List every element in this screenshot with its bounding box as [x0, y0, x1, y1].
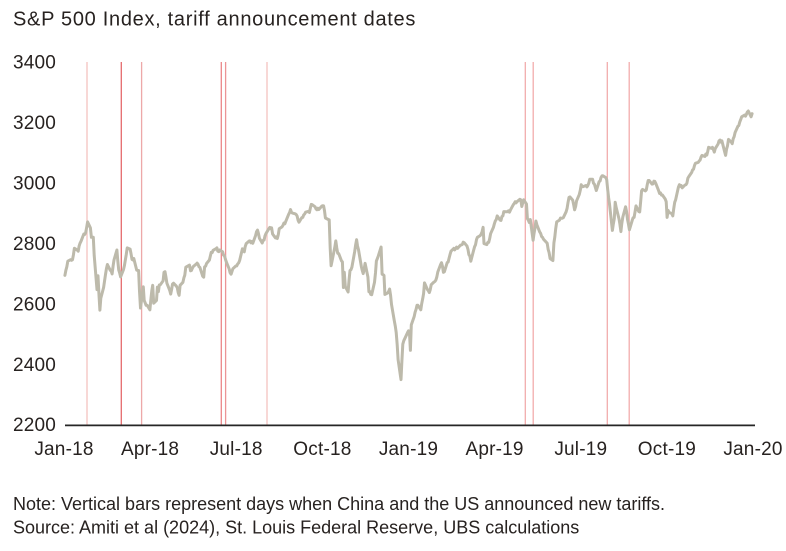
svg-text:Jul-19: Jul-19 [554, 439, 607, 460]
svg-text:Oct-18: Oct-18 [293, 439, 351, 460]
svg-text:2600: 2600 [13, 294, 56, 315]
svg-text:Source: Amiti et al (2024), St: Source: Amiti et al (2024), St. Louis Fe… [13, 518, 579, 538]
svg-text:S&P 500 Index, tariff announce: S&P 500 Index, tariff announcement dates [13, 9, 416, 31]
svg-text:2800: 2800 [13, 234, 56, 255]
svg-text:3200: 3200 [13, 113, 56, 134]
svg-text:Jan-20: Jan-20 [723, 439, 782, 460]
svg-text:Note: Vertical bars represent: Note: Vertical bars represent days when … [13, 494, 665, 514]
svg-text:2400: 2400 [13, 355, 56, 376]
svg-text:Oct-19: Oct-19 [638, 439, 696, 460]
svg-text:Jan-18: Jan-18 [34, 439, 93, 460]
svg-text:Apr-18: Apr-18 [121, 439, 179, 460]
svg-text:3400: 3400 [13, 53, 56, 74]
svg-text:Apr-19: Apr-19 [465, 439, 523, 460]
svg-text:2200: 2200 [13, 415, 56, 436]
svg-text:3000: 3000 [13, 174, 56, 195]
svg-text:Jul-18: Jul-18 [210, 439, 263, 460]
svg-text:Jan-19: Jan-19 [379, 439, 438, 460]
